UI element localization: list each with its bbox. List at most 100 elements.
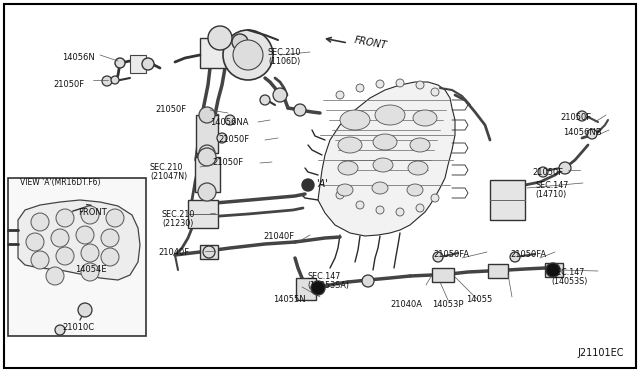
Bar [296,278,316,300]
Circle shape [217,133,227,143]
Text: 21050F: 21050F [155,105,186,114]
Circle shape [106,209,124,227]
Text: (21047N): (21047N) [150,172,188,181]
Text: 21050F: 21050F [212,158,243,167]
Ellipse shape [338,137,362,153]
Circle shape [101,248,119,266]
Circle shape [356,84,364,92]
Text: 21050F: 21050F [560,113,591,122]
Text: 21050FA: 21050FA [433,250,469,259]
Text: 14053P: 14053P [432,300,463,309]
Circle shape [142,58,154,70]
Text: 14055: 14055 [466,295,492,304]
Text: 14056N: 14056N [62,53,95,62]
Bar [188,200,218,228]
Text: SEC.147: SEC.147 [551,268,584,277]
Circle shape [396,79,404,87]
Circle shape [46,267,64,285]
Circle shape [199,107,215,123]
Circle shape [101,229,119,247]
Text: SEC.147: SEC.147 [535,181,568,190]
Circle shape [199,145,215,161]
Text: SEC.210: SEC.210 [162,210,195,219]
Circle shape [587,129,597,139]
Ellipse shape [407,184,423,196]
Text: (14710): (14710) [535,190,566,199]
Text: 21040F: 21040F [158,248,189,257]
Circle shape [81,263,99,281]
Text: 21040F: 21040F [263,232,294,241]
Bar [490,180,525,220]
Ellipse shape [373,134,397,150]
Polygon shape [18,200,140,280]
Text: (14053SA): (14053SA) [307,281,349,290]
Circle shape [538,167,548,177]
Text: (21230): (21230) [162,219,193,228]
Circle shape [223,30,273,80]
Ellipse shape [408,161,428,175]
Ellipse shape [375,105,405,125]
Bar [8,178,146,336]
Text: 21010C: 21010C [62,323,94,332]
Ellipse shape [410,138,430,152]
Circle shape [31,213,49,231]
Ellipse shape [372,182,388,194]
Bar [130,55,146,73]
Text: 21050F: 21050F [218,135,249,144]
Circle shape [208,26,232,50]
Bar [545,263,563,277]
Text: (14053S): (14053S) [551,277,588,286]
Ellipse shape [338,161,358,175]
Circle shape [51,229,69,247]
Circle shape [396,208,404,216]
Text: 21050F: 21050F [53,80,84,89]
Text: SEC.210: SEC.210 [150,163,184,172]
Text: 14056NB: 14056NB [563,128,602,137]
Ellipse shape [337,184,353,196]
Ellipse shape [340,110,370,130]
Circle shape [260,95,270,105]
Text: VIEW 'A'(MR16DT.F6): VIEW 'A'(MR16DT.F6) [20,178,100,187]
Bar [432,268,454,282]
Text: 14056NA: 14056NA [210,118,248,127]
Text: FRONT: FRONT [78,208,107,217]
Circle shape [55,325,65,335]
Circle shape [76,226,94,244]
Circle shape [78,303,92,317]
Circle shape [336,91,344,99]
Circle shape [225,115,235,125]
Bar [195,157,220,192]
Circle shape [376,206,384,214]
Circle shape [233,40,263,70]
Circle shape [111,76,119,84]
Circle shape [431,194,439,202]
Circle shape [198,148,216,166]
Circle shape [302,179,314,191]
Circle shape [115,58,125,68]
Ellipse shape [373,158,393,172]
Bar [200,245,218,259]
Bar [200,38,240,68]
Bar [196,115,218,153]
Text: SEC.147: SEC.147 [307,272,340,281]
Circle shape [510,252,520,262]
Polygon shape [318,82,455,236]
Circle shape [203,246,215,258]
Circle shape [356,201,364,209]
Text: 21050FA: 21050FA [510,250,546,259]
Circle shape [31,251,49,269]
Circle shape [102,76,112,86]
Circle shape [559,162,571,174]
Bar [488,264,508,278]
Circle shape [273,88,287,102]
Text: 21050F: 21050F [532,168,563,177]
Circle shape [336,191,344,199]
Text: FRONT: FRONT [353,35,387,51]
Text: 'A': 'A' [316,179,328,189]
Circle shape [56,209,74,227]
Circle shape [362,275,374,287]
Circle shape [81,206,99,224]
Text: 21040A: 21040A [390,300,422,309]
Text: SEC.210: SEC.210 [268,48,301,57]
Circle shape [56,247,74,265]
